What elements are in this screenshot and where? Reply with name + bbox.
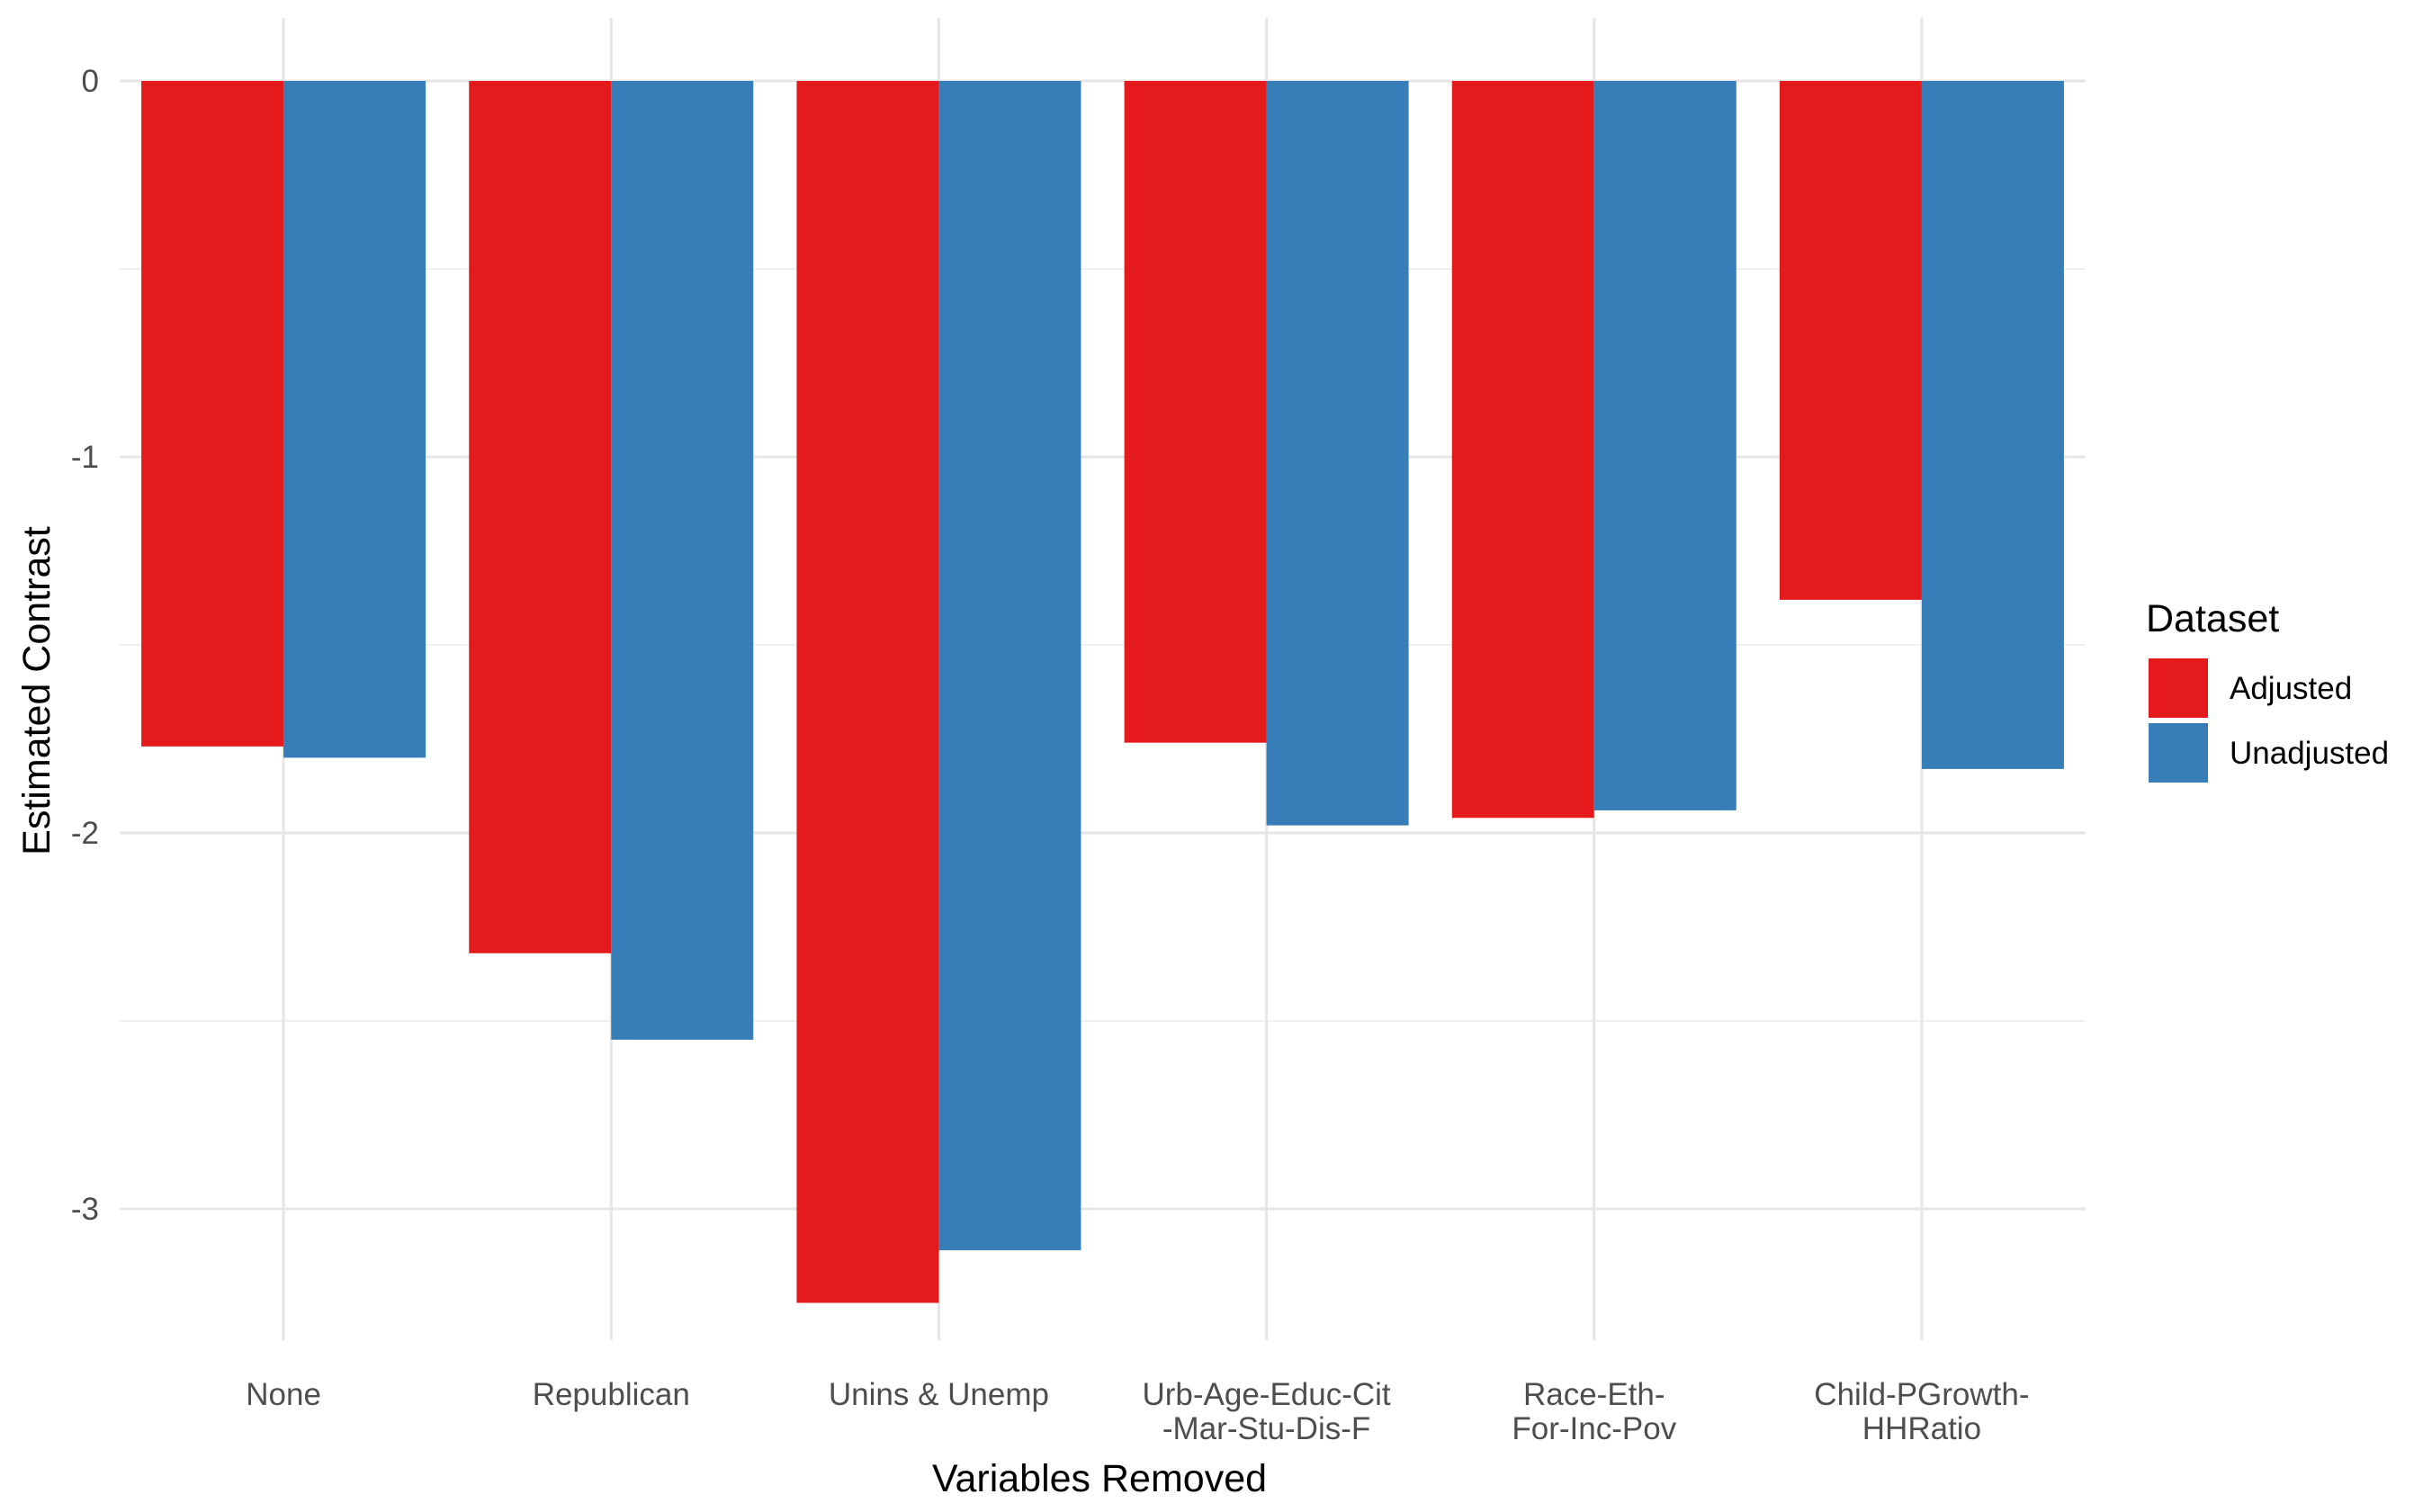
legend-key-unadjusted: [2149, 723, 2208, 783]
bar-unadjusted-1: [611, 81, 754, 1040]
legend-title: Dataset: [2146, 597, 2279, 640]
bar-adjusted-1: [469, 81, 612, 953]
x-tick-labels: None Republican Unins & Unemp Urb-Age-Educ-…: [246, 1377, 2029, 1446]
y-tick-label: -2: [71, 816, 99, 851]
bar-adjusted-2: [796, 81, 939, 1303]
x-tick-label: Republican: [533, 1377, 690, 1412]
y-tick-label: -3: [71, 1192, 99, 1227]
x-tick-label: None: [246, 1377, 321, 1412]
bar-adjusted-0: [141, 81, 284, 747]
x-tick-label: Child-PGrowth-: [1814, 1377, 2029, 1412]
bar-unadjusted-5: [1921, 81, 2064, 769]
legend: Dataset Adjusted Unadjusted: [2146, 597, 2389, 783]
legend-label-unadjusted: Unadjusted: [2230, 736, 2389, 771]
bar-unadjusted-0: [283, 81, 426, 758]
x-tick-label: For-Inc-Pov: [1512, 1411, 1676, 1446]
x-tick-label: -Mar-Stu-Dis-F: [1162, 1411, 1370, 1446]
y-axis-title: Estimated Contrast: [15, 526, 58, 855]
bar-unadjusted-2: [938, 81, 1081, 1250]
bar-adjusted-3: [1124, 81, 1267, 743]
y-tick-labels: 0 -1 -2 -3: [71, 64, 99, 1227]
bar-adjusted-4: [1451, 81, 1594, 819]
bars: [141, 81, 2064, 1303]
x-tick-label: Race-Eth-: [1523, 1377, 1665, 1412]
x-tick-label: Unins & Unemp: [829, 1377, 1049, 1412]
x-tick-label: Urb-Age-Educ-Cit: [1142, 1377, 1390, 1412]
x-tick-label: HHRatio: [1862, 1411, 1981, 1446]
bar-adjusted-5: [1779, 81, 1922, 600]
legend-label-adjusted: Adjusted: [2230, 671, 2352, 706]
legend-key-adjusted: [2149, 658, 2208, 718]
bar-unadjusted-4: [1593, 81, 1737, 810]
y-tick-label: -1: [71, 440, 99, 475]
minor-gridlines: [120, 268, 2086, 1022]
bar-unadjusted-3: [1266, 81, 1409, 826]
x-axis-title: Variables Removed: [932, 1457, 1267, 1500]
y-tick-label: 0: [82, 64, 99, 99]
